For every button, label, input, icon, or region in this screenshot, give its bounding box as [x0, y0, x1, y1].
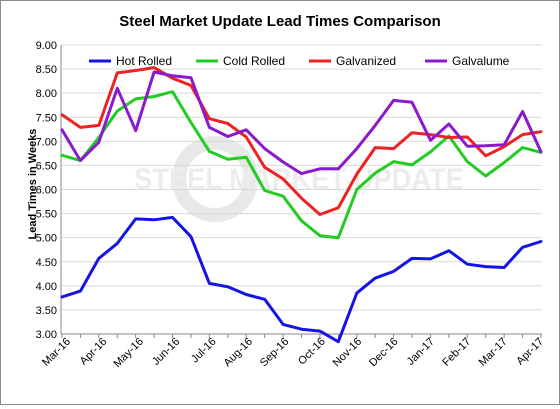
x-tick-label: Jul-16: [189, 336, 219, 366]
y-tick-label: 8.00: [36, 88, 57, 100]
y-tick-label: 6.00: [36, 185, 57, 197]
legend-label: Galvalume: [452, 54, 510, 68]
y-tick-label: 6.50: [36, 160, 57, 172]
x-tick-label: Feb-17: [440, 336, 473, 369]
x-tick-label: Jun-16: [150, 336, 182, 368]
series-lines: [60, 66, 543, 344]
y-axis-title: Lead Times in Weeks: [27, 129, 39, 240]
series-line-galvalume: [60, 70, 543, 176]
y-tick-label: 7.00: [36, 136, 57, 148]
x-tick-label: Apr-16: [78, 336, 110, 368]
y-tick-label: 9.00: [36, 40, 57, 52]
x-tick-label: Mar-17: [477, 336, 510, 369]
watermark-text: STEEL MARKET UPDATE: [134, 163, 464, 196]
series-line-hot-rolled: [60, 215, 543, 344]
x-tick-label: Dec-16: [367, 336, 401, 370]
x-tick-label: Sep-16: [258, 336, 292, 370]
watermark: STEEL MARKET UPDATE: [134, 136, 464, 222]
x-tick-label: Apr-17: [514, 336, 546, 368]
series-line-cold-rolled: [60, 90, 543, 240]
watermark-circle: [172, 136, 258, 222]
y-tick-label: 8.50: [36, 64, 57, 76]
legend: Hot Rolled Cold Rolled Galvanized Galvalume: [89, 54, 510, 68]
gridlines: [61, 44, 542, 335]
y-tick-label: 4.00: [36, 281, 57, 293]
x-tick-label: May-16: [111, 336, 145, 370]
y-tick-label: 5.50: [36, 209, 57, 221]
y-tick-label: 4.50: [36, 257, 57, 269]
chart-title: Steel Market Update Lead Times Compariso…: [119, 13, 440, 30]
x-tick-label: Oct-16: [296, 336, 328, 368]
x-tick-label: Aug-16: [221, 336, 255, 370]
x-tick-label: Jan-17: [405, 336, 437, 368]
y-tick-label: 5.00: [36, 233, 57, 245]
legend-label: Hot Rolled: [116, 54, 172, 68]
legend-label: Cold Rolled: [223, 54, 285, 68]
y-tick-label: 3.00: [36, 329, 57, 341]
y-tick-label: 7.50: [36, 112, 57, 124]
legend-label: Galvanized: [336, 54, 396, 68]
y-tick-label: 3.50: [36, 305, 57, 317]
